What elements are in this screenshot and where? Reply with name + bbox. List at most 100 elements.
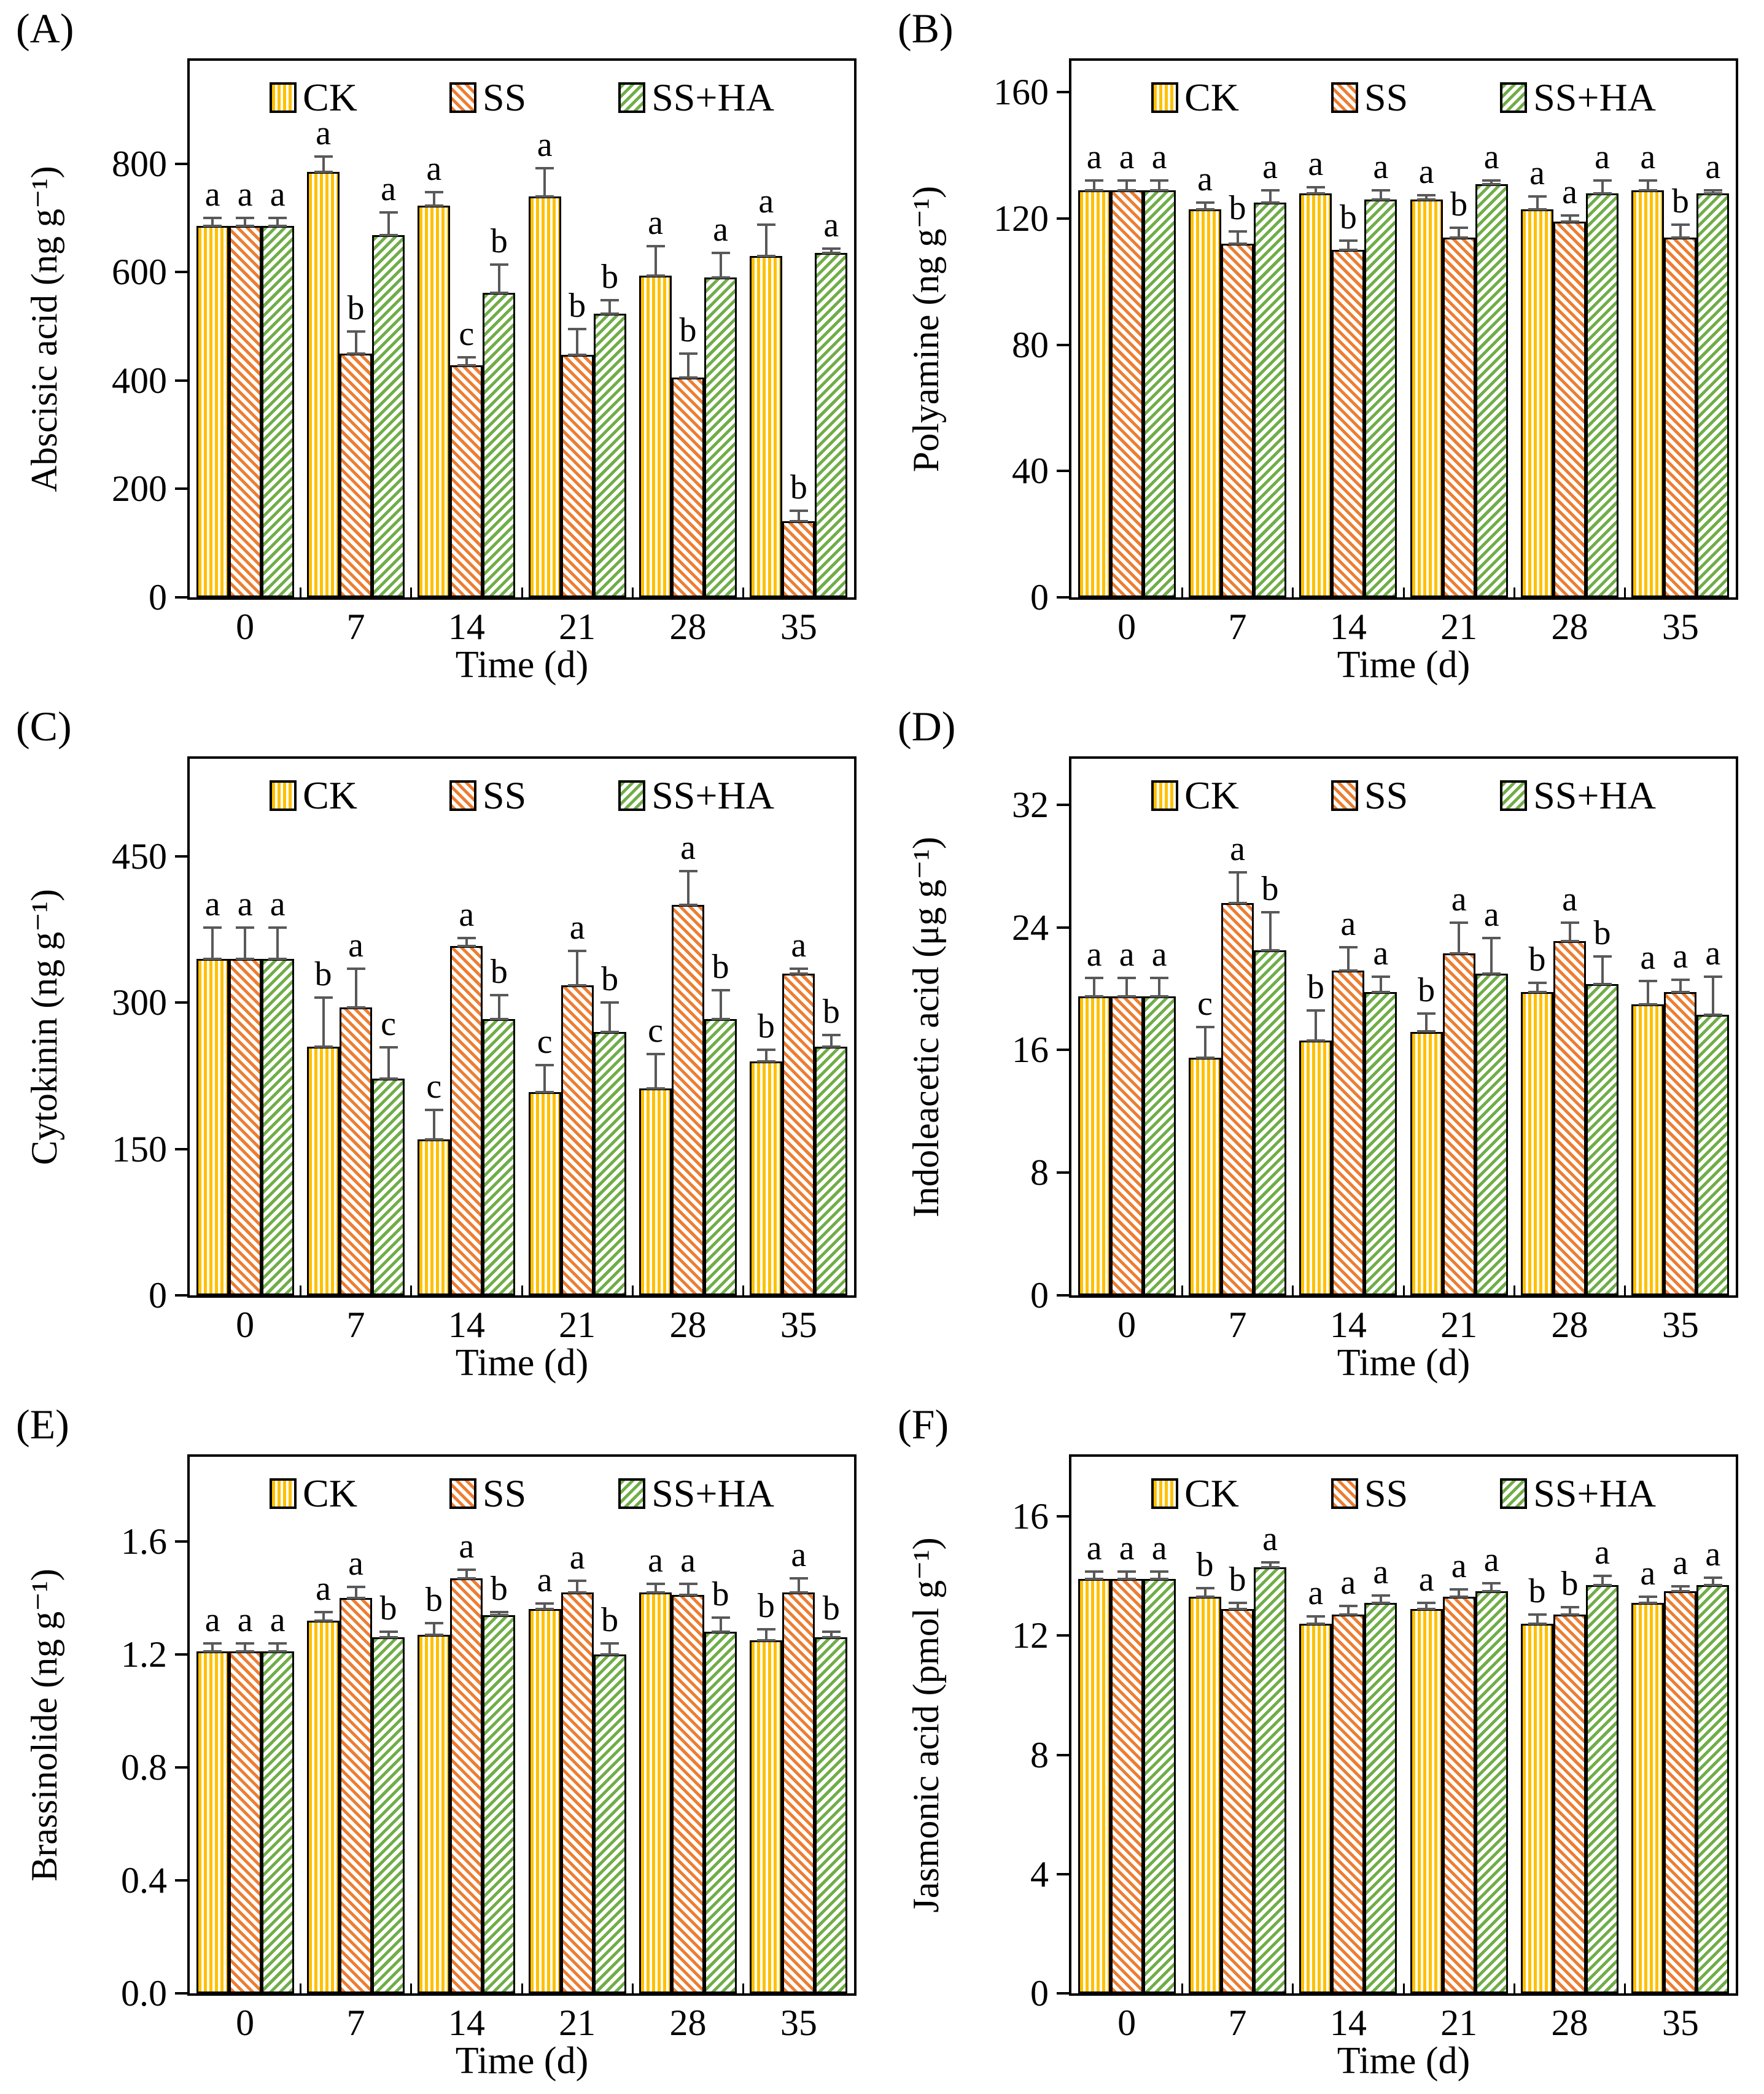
legend-swatch-ck bbox=[1151, 1478, 1179, 1509]
error-bar-bottom-cap bbox=[1638, 1601, 1657, 1604]
error-bar bbox=[387, 212, 390, 236]
error-bar-top-cap bbox=[822, 1631, 841, 1634]
error-bar bbox=[719, 1618, 722, 1632]
bar-ss bbox=[1110, 996, 1143, 1295]
error-bar-top-cap bbox=[1261, 1561, 1280, 1564]
significance-letter: b bbox=[347, 289, 365, 328]
error-bar-top-cap bbox=[1306, 1615, 1325, 1618]
legend-item-ck: CK bbox=[270, 78, 357, 117]
bar-ss bbox=[228, 958, 262, 1295]
x-axis-boundary-tick bbox=[631, 1285, 634, 1295]
significance-letter: a bbox=[1451, 880, 1467, 919]
significance-letter: a bbox=[1262, 1520, 1278, 1559]
significance-letter: b bbox=[569, 287, 586, 325]
error-bar bbox=[1379, 190, 1382, 200]
bar-ss-ha bbox=[1475, 973, 1508, 1295]
error-bar-bottom-cap bbox=[1371, 1601, 1390, 1604]
y-axis-tick bbox=[175, 1766, 187, 1769]
error-bar bbox=[1346, 241, 1350, 250]
significance-letter: a bbox=[569, 909, 585, 947]
error-bar-top-cap bbox=[789, 509, 808, 512]
significance-letter: a bbox=[270, 176, 286, 214]
x-axis-tick-label: 28 bbox=[1551, 607, 1588, 647]
error-bar-top-cap bbox=[424, 1109, 443, 1112]
bar-ck bbox=[1078, 190, 1111, 597]
bar-ck bbox=[418, 205, 451, 597]
error-bar-bottom-cap bbox=[678, 1594, 697, 1597]
error-bar-bottom-cap bbox=[1339, 969, 1358, 972]
error-bar-bottom-cap bbox=[1560, 940, 1579, 943]
error-bar bbox=[764, 1629, 767, 1640]
y-axis-tick bbox=[1057, 470, 1069, 473]
legend-label-ss: SS bbox=[1364, 76, 1408, 119]
error-bar-bottom-cap bbox=[489, 1613, 508, 1616]
error-bar-bottom-cap bbox=[346, 352, 365, 355]
bar-ss-ha bbox=[704, 1632, 737, 1993]
error-bar bbox=[276, 218, 279, 227]
error-bar-top-cap bbox=[646, 1583, 665, 1585]
error-bar bbox=[608, 1643, 612, 1654]
error-bar bbox=[719, 990, 722, 1020]
legend-label-ss: SS bbox=[1364, 774, 1408, 817]
significance-letter: a bbox=[270, 1600, 286, 1639]
error-bar bbox=[322, 998, 325, 1047]
error-bar-bottom-cap bbox=[1450, 952, 1469, 955]
error-bar-top-cap bbox=[1085, 179, 1104, 182]
error-bar-bottom-cap bbox=[1671, 236, 1690, 239]
error-bar-bottom-cap bbox=[1085, 1578, 1104, 1581]
legend-label-ss-ha: SS+HA bbox=[651, 774, 774, 817]
error-bar bbox=[1346, 1605, 1350, 1615]
significance-letter: b bbox=[1229, 188, 1246, 227]
error-bar bbox=[1458, 228, 1461, 238]
bar-ck bbox=[1078, 996, 1111, 1295]
legend-item-ss: SS bbox=[1331, 776, 1408, 815]
bar-ss bbox=[1332, 970, 1365, 1295]
error-bar-bottom-cap bbox=[1671, 990, 1690, 993]
error-bar-top-cap bbox=[489, 1611, 508, 1613]
significance-letter: a bbox=[204, 885, 220, 923]
error-bar-top-cap bbox=[457, 1569, 476, 1571]
error-bar-bottom-cap bbox=[535, 195, 554, 198]
error-bar bbox=[1236, 231, 1239, 244]
significance-letter: a bbox=[791, 1535, 807, 1574]
bar-ss-ha bbox=[593, 314, 626, 597]
error-bar-top-cap bbox=[1703, 188, 1722, 192]
error-bar-top-cap bbox=[1195, 1026, 1214, 1028]
significance-letter: b bbox=[490, 222, 508, 260]
significance-letter: a bbox=[823, 206, 839, 245]
error-bar-bottom-cap bbox=[1560, 1613, 1579, 1616]
x-axis-tick-label: 35 bbox=[780, 607, 817, 647]
error-bar bbox=[719, 253, 722, 278]
error-bar bbox=[797, 968, 800, 974]
x-axis-tick-label: 14 bbox=[448, 1305, 485, 1345]
error-bar-bottom-cap bbox=[1482, 972, 1501, 975]
significance-letter: a bbox=[1705, 1535, 1721, 1573]
x-axis-tick-label: 35 bbox=[1661, 607, 1699, 647]
error-bar bbox=[1646, 1597, 1649, 1603]
significance-letter: b bbox=[712, 1575, 729, 1614]
error-bar-bottom-cap bbox=[424, 1633, 443, 1636]
error-bar-top-cap bbox=[646, 1053, 665, 1056]
plot-area: CK SS SS+HA a c b b b a a a a a a a a b a a b a bbox=[1069, 756, 1738, 1298]
y-axis-tick bbox=[175, 271, 187, 274]
bar-ss-ha bbox=[704, 1019, 737, 1295]
significance-letter: a bbox=[204, 176, 220, 214]
y-axis-tick bbox=[175, 1294, 187, 1297]
bar-ss-ha bbox=[483, 1615, 516, 1993]
x-axis-tick-label: 0 bbox=[1117, 1305, 1136, 1345]
legend-swatch-ss bbox=[1331, 780, 1358, 811]
legend-item-ss: SS bbox=[1331, 78, 1408, 117]
error-bar-bottom-cap bbox=[756, 254, 775, 257]
y-axis-tick bbox=[175, 1879, 187, 1882]
legend-swatch-ss-ha bbox=[1500, 1478, 1528, 1509]
error-bar-bottom-cap bbox=[1195, 1056, 1214, 1059]
error-bar-bottom-cap bbox=[568, 983, 587, 987]
error-bar-top-cap bbox=[1371, 975, 1390, 978]
bar-ck bbox=[1521, 209, 1553, 597]
y-axis-tick bbox=[175, 162, 187, 165]
bar-ck bbox=[750, 1640, 783, 1993]
bar-ss bbox=[1221, 244, 1254, 597]
error-bar-top-cap bbox=[1261, 910, 1280, 913]
error-bar-bottom-cap bbox=[1593, 1583, 1612, 1586]
error-bar-top-cap bbox=[203, 926, 222, 929]
